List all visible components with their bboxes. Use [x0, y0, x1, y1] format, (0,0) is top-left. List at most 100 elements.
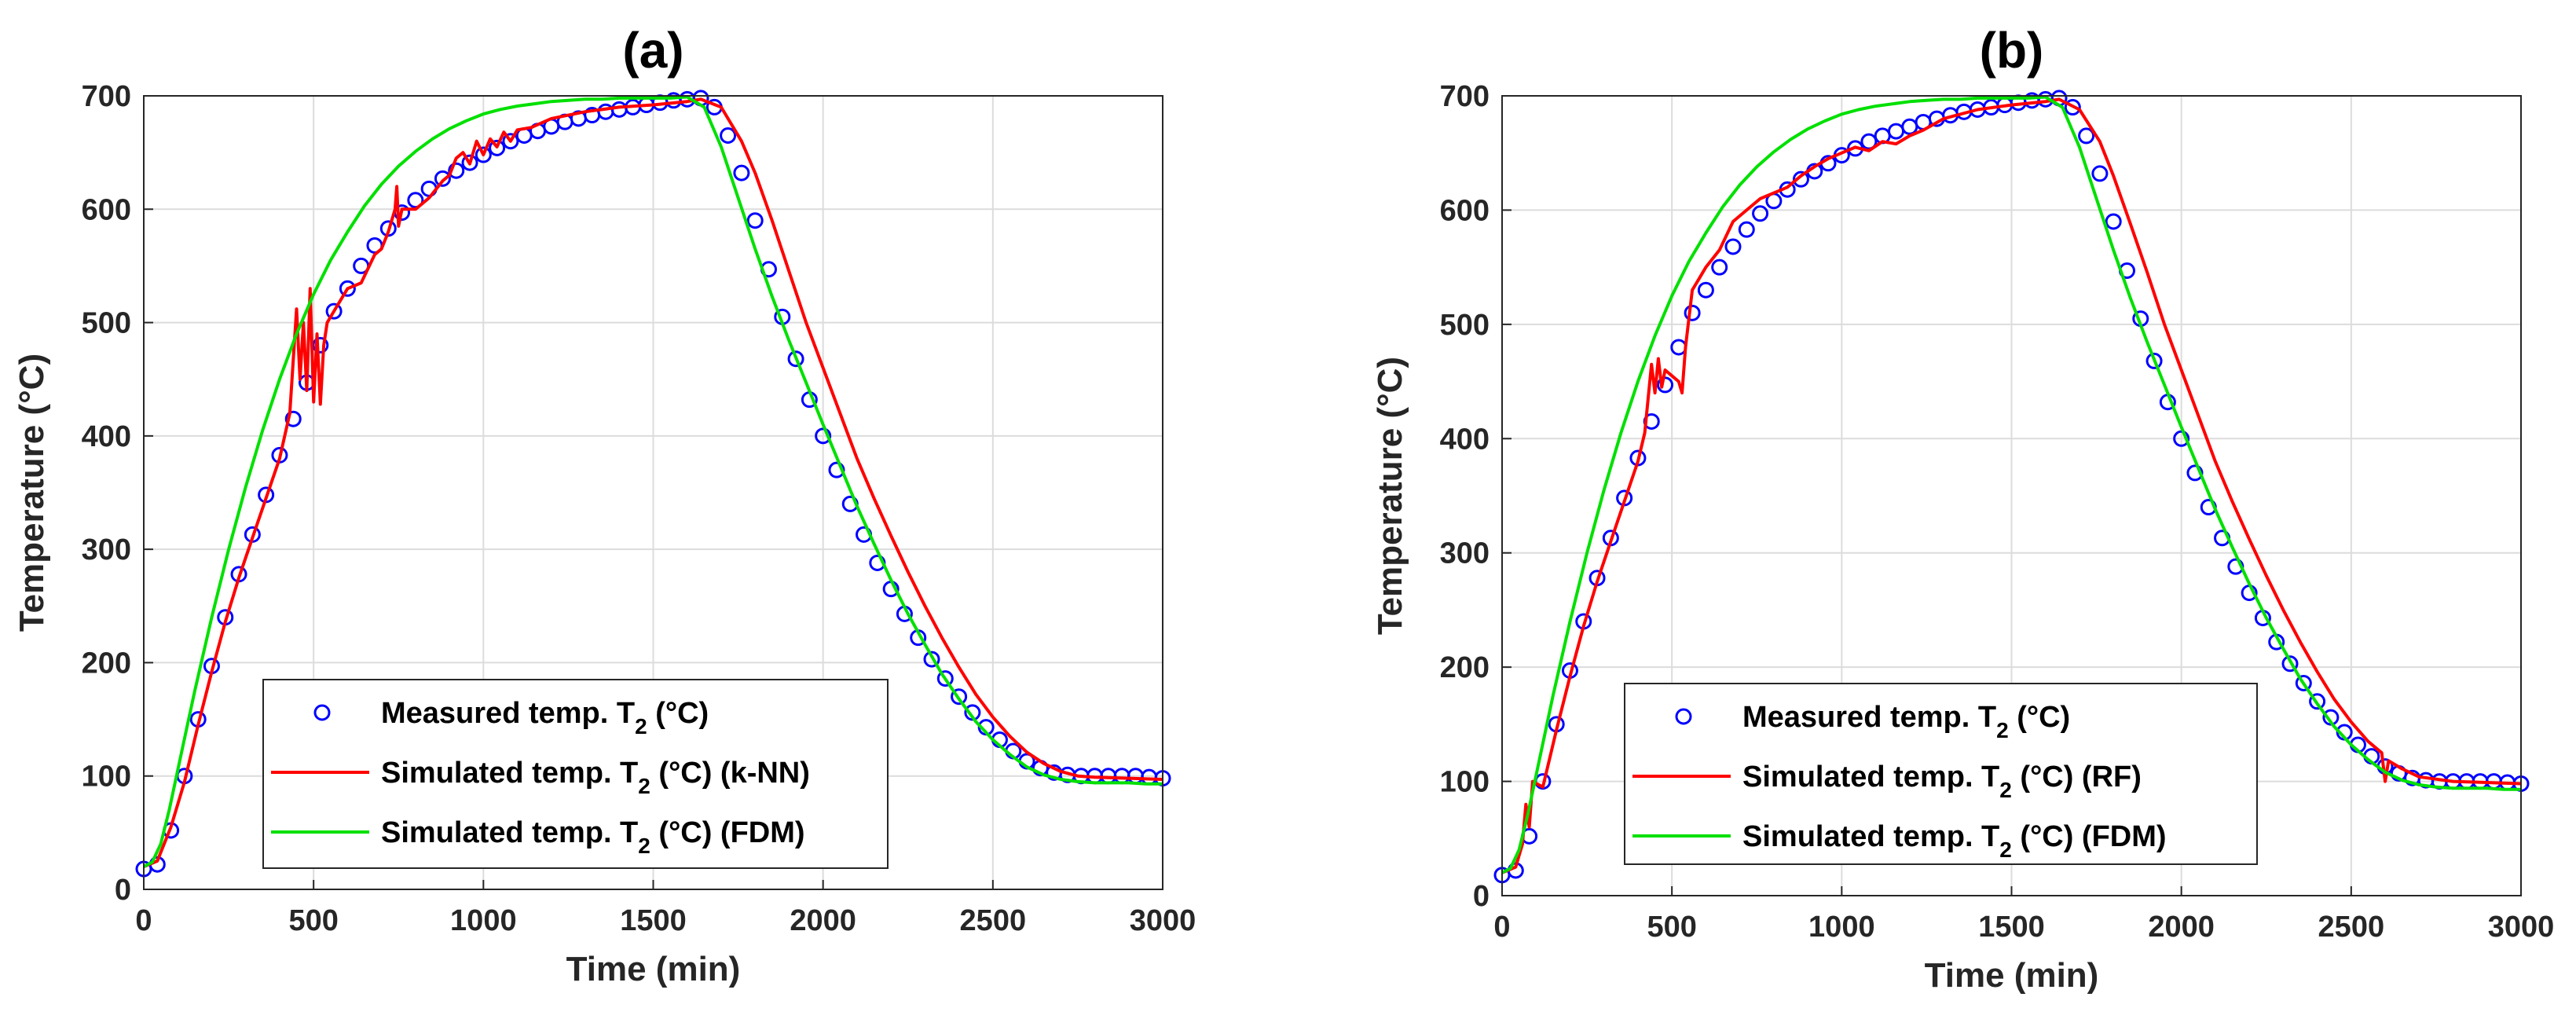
y-tick-label: 500	[82, 307, 131, 340]
x-tick-label: 1500	[1978, 911, 2045, 944]
y-tick-label: 600	[82, 193, 131, 226]
data-point	[2295, 675, 2312, 692]
x-tick-label: 3000	[1130, 904, 1196, 937]
data-point	[2145, 352, 2163, 369]
legend-entry-tail: (°C)	[2009, 701, 2071, 734]
data-point	[1711, 258, 1728, 276]
x-tick-label: 2500	[2318, 911, 2385, 944]
x-tick-label: 2000	[2148, 911, 2215, 944]
y-axis-label: Temperature (°C)	[13, 354, 51, 632]
x-tick-label: 3000	[2488, 911, 2555, 944]
data-point	[339, 280, 356, 297]
data-point	[2105, 213, 2122, 230]
y-tick-label: 0	[115, 874, 131, 907]
x-tick-label: 500	[1647, 911, 1696, 944]
data-point	[434, 170, 451, 187]
y-tick-label: 600	[1440, 194, 1490, 227]
legend-entry-subscript: 2	[1999, 838, 2012, 862]
legend-box	[1624, 683, 2258, 865]
data-point	[489, 139, 506, 156]
axes-frame	[143, 95, 1163, 890]
legend-entry-label: Measured temp. T2 (°C)	[1742, 701, 2070, 742]
data-point	[2173, 430, 2190, 447]
y-tick-label: 400	[82, 420, 131, 453]
legend-entry-tail: (°C) (FDM)	[650, 816, 805, 849]
data-point	[1860, 133, 1878, 150]
legend-entry-main: Measured temp. T	[1742, 701, 1996, 734]
x-tick-label: 0	[135, 904, 152, 937]
legend-box	[262, 679, 889, 869]
legend-entry-subscript: 2	[1999, 778, 2012, 802]
legend-entry-subscript: 2	[635, 714, 647, 739]
chart-panel-a: 0 500 1000 1500 2000 2500 3000 0 100 200 300 400 500…	[13, 22, 1196, 988]
legend-entry-tail: (°C) (RF)	[2012, 761, 2142, 794]
simulated-fdm-series-line	[1501, 95, 2521, 874]
simulated-fdm-series-line	[143, 95, 1163, 868]
chart-title: (b)	[1980, 22, 2044, 79]
data-point	[951, 688, 968, 706]
data-point	[815, 427, 832, 445]
x-tick-label: 2000	[790, 904, 856, 937]
legend: Measured temp. T2 (°C)Simulated temp. T2…	[262, 679, 889, 869]
x-tick-label: 0	[1493, 911, 1510, 944]
x-tick-label: 500	[288, 904, 338, 937]
data-point	[284, 410, 302, 427]
y-tick-label: 300	[1440, 537, 1490, 570]
x-axis-label: Time (min)	[566, 950, 741, 988]
y-tick-label: 100	[82, 761, 131, 794]
legend-entry-subscript: 2	[1996, 718, 2009, 742]
data-point	[2281, 655, 2299, 673]
data-point	[1738, 221, 1755, 238]
legend-entry-main: Simulated temp. T	[381, 816, 638, 849]
data-point	[448, 162, 465, 179]
legend-entry-tail: (°C) (k-NN)	[650, 757, 810, 790]
data-point	[923, 651, 940, 668]
x-tick-label: 1000	[450, 904, 517, 937]
data-point	[502, 133, 519, 150]
y-tick-label: 100	[1440, 766, 1490, 799]
data-point	[733, 164, 750, 181]
data-point	[1724, 238, 1742, 255]
y-tick-label: 500	[1440, 309, 1490, 342]
simulated-ml-series-line	[1501, 97, 2522, 874]
y-tick-label: 200	[82, 647, 131, 680]
y-tick-label: 700	[82, 80, 131, 113]
y-tick-label: 0	[1473, 880, 1490, 913]
legend-entry-main: Measured temp. T	[381, 697, 635, 730]
data-point	[2064, 99, 2081, 116]
x-axis-label: Time (min)	[1925, 956, 2099, 995]
data-point	[2078, 127, 2095, 145]
data-point	[828, 461, 845, 478]
legend-marker-icon	[313, 704, 331, 721]
legend-entry-label: Simulated temp. T2 (°C) (RF)	[1742, 761, 2142, 802]
data-point	[1792, 170, 1809, 188]
legend-entry-label: Simulated temp. T2 (°C) (FDM)	[381, 816, 805, 858]
simulated-ml-series-line	[143, 97, 1163, 868]
data-point	[2091, 165, 2109, 182]
axes-frame	[1501, 95, 2522, 896]
legend-marker-icon	[1675, 708, 1692, 725]
data-point	[936, 670, 954, 687]
y-axis-label: Temperature (°C)	[1371, 357, 1409, 635]
data-point	[475, 146, 492, 163]
data-point	[325, 302, 343, 320]
y-tick-label: 200	[1440, 651, 1490, 684]
legend-entry-tail: (°C) (FDM)	[2012, 820, 2167, 853]
data-point	[787, 350, 804, 368]
legend-entry-label: Simulated temp. T2 (°C) (FDM)	[1742, 820, 2167, 862]
legend-entry-main: Simulated temp. T	[381, 757, 638, 790]
legend-entry-subscript: 2	[638, 774, 650, 798]
data-point	[2186, 464, 2204, 482]
y-tick-label: 400	[1440, 423, 1490, 456]
legend: Measured temp. T2 (°C)Simulated temp. T2…	[1624, 683, 2258, 865]
y-tick-label: 300	[82, 533, 131, 566]
data-point	[720, 127, 737, 144]
y-tick-label: 700	[1440, 80, 1490, 113]
data-point	[1752, 205, 1769, 222]
legend-entry-label: Measured temp. T2 (°C)	[381, 697, 709, 739]
legend-entry-main: Simulated temp. T	[1742, 761, 1999, 794]
legend-entry-tail: (°C)	[647, 697, 709, 730]
data-point	[1684, 304, 1701, 321]
chart-panel-b: 0 500 1000 1500 2000 2500 3000 0 100 200 300 400 500…	[1371, 22, 2554, 995]
